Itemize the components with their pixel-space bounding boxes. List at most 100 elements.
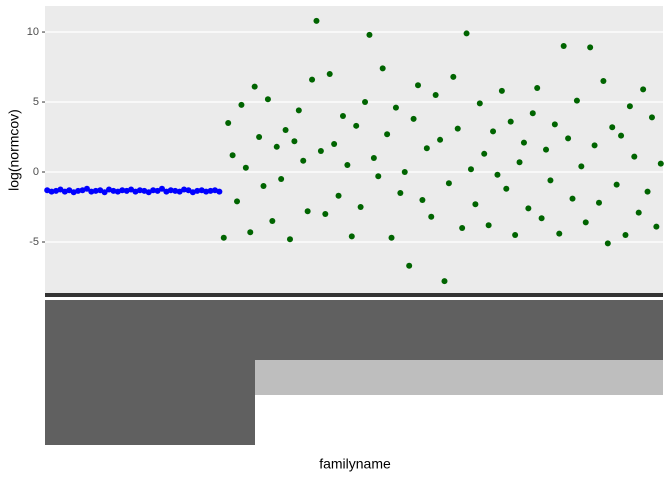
point: [150, 187, 157, 194]
point: [635, 209, 642, 216]
point: [437, 136, 444, 143]
point: [269, 217, 276, 224]
point: [450, 73, 457, 80]
y-tick-label: 5: [33, 96, 39, 108]
point: [251, 83, 258, 90]
point: [216, 188, 223, 195]
point: [551, 121, 558, 128]
point: [445, 180, 452, 187]
x-axis-title: familyname: [319, 456, 391, 472]
point: [247, 229, 254, 236]
point: [379, 65, 386, 72]
point: [406, 262, 413, 269]
point: [459, 224, 466, 231]
point: [225, 120, 232, 127]
grid: [45, 31, 663, 243]
point: [441, 278, 448, 285]
point: [529, 110, 536, 117]
point: [609, 124, 616, 131]
point: [401, 169, 408, 176]
point: [194, 187, 201, 194]
point: [582, 219, 589, 226]
point: [485, 222, 492, 229]
point: [207, 187, 214, 194]
point: [591, 142, 598, 149]
point: [476, 100, 483, 107]
point: [454, 125, 461, 132]
point: [419, 197, 426, 203]
point: [388, 234, 395, 241]
y-tick-label: 0: [33, 166, 39, 178]
point: [300, 157, 307, 164]
point: [110, 187, 117, 194]
point: [291, 138, 298, 145]
point: [92, 187, 99, 194]
point: [203, 188, 210, 195]
point: [423, 145, 430, 152]
point: [119, 187, 126, 194]
point: [534, 85, 541, 92]
point: [490, 128, 497, 135]
point: [507, 118, 514, 125]
point: [295, 107, 302, 114]
point: [463, 30, 470, 37]
point: [220, 234, 227, 241]
point: [370, 155, 377, 162]
point: [587, 44, 594, 51]
point: [428, 213, 435, 220]
point: [520, 139, 527, 146]
point: [384, 131, 391, 138]
point: [331, 141, 338, 148]
point: [172, 187, 179, 194]
point: [556, 230, 563, 237]
point: [432, 92, 439, 99]
point: [357, 203, 364, 210]
point: [136, 187, 143, 194]
point: [467, 166, 474, 173]
point: [304, 208, 311, 215]
point: [234, 198, 241, 205]
point: [167, 187, 174, 194]
point: [348, 233, 355, 240]
point: [313, 17, 320, 24]
point: [397, 190, 404, 197]
point: [375, 173, 382, 180]
point: [560, 43, 567, 50]
point: [472, 201, 479, 208]
point: [622, 231, 629, 238]
point: [238, 101, 245, 108]
point: [626, 103, 633, 110]
point: [644, 188, 651, 195]
point: [229, 152, 236, 159]
point: [481, 150, 488, 157]
point: [353, 122, 360, 129]
point: [653, 223, 660, 230]
points: [44, 17, 664, 285]
point: [181, 186, 188, 193]
point: [512, 231, 519, 238]
point: [282, 127, 289, 134]
point: [326, 71, 333, 78]
y-tick-label: 10: [27, 26, 39, 38]
label-mass: [45, 300, 255, 445]
x-label-block: [45, 300, 663, 445]
point: [339, 113, 346, 120]
point: [640, 86, 647, 93]
point: [48, 188, 55, 195]
point: [264, 96, 271, 103]
panel: [45, 6, 663, 297]
point: [415, 82, 422, 89]
y-axis-title: log(normcov): [6, 109, 22, 191]
label-mass: [255, 300, 663, 360]
point: [410, 115, 417, 122]
point: [494, 171, 501, 178]
point: [392, 104, 399, 111]
baseline-cluster: [45, 293, 663, 297]
point: [631, 153, 638, 160]
point: [344, 162, 351, 169]
point: [573, 97, 580, 104]
point: [516, 159, 523, 166]
point: [366, 31, 373, 38]
point: [618, 132, 625, 139]
